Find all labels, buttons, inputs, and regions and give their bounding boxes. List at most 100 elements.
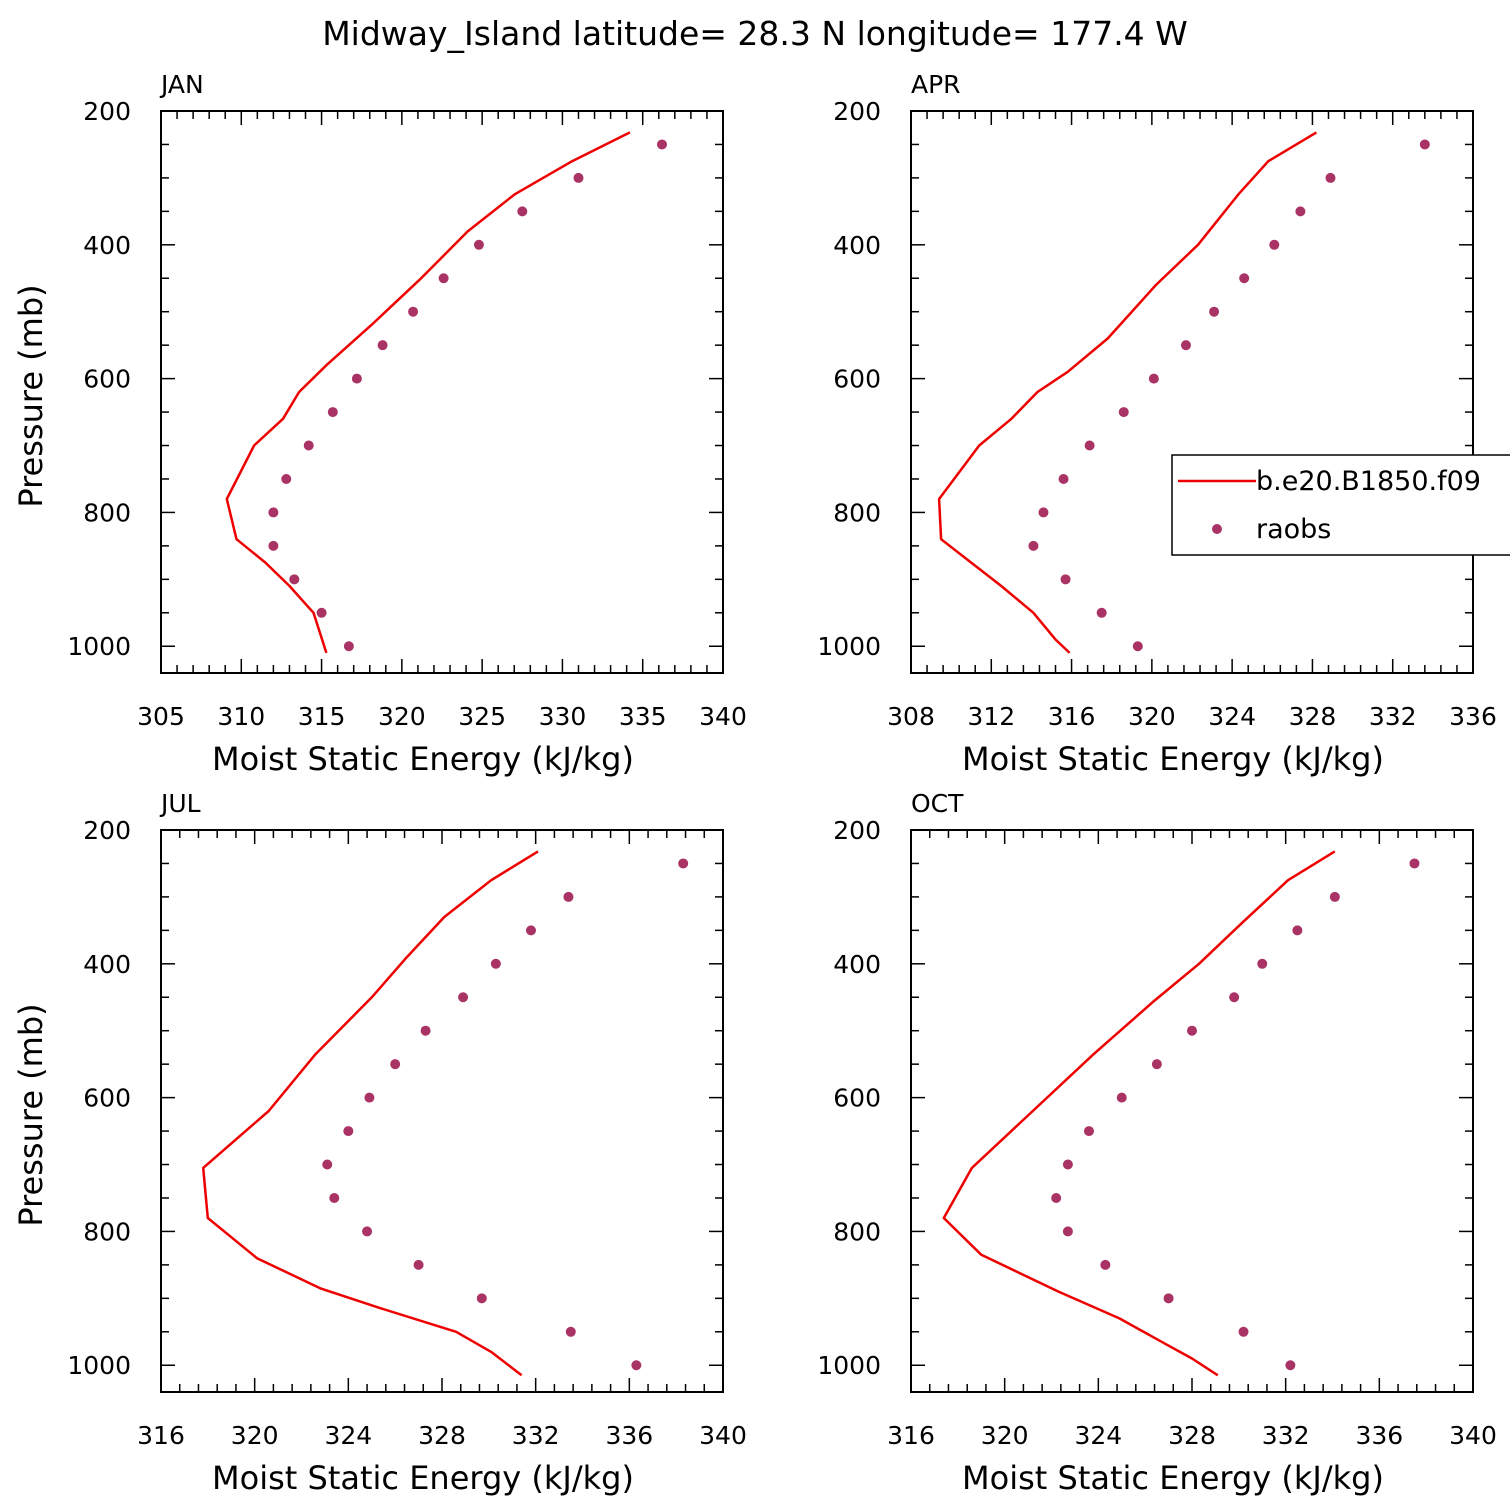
obs-point <box>490 958 501 969</box>
panel-jan: JAN 305 310 315 320 325 330 335 340 200 400 600 800 1… <box>12 70 747 778</box>
x-tick-label: 305 <box>137 702 185 731</box>
panel-label: APR <box>911 70 961 99</box>
obs-point <box>1100 1259 1111 1270</box>
obs-point <box>563 891 574 902</box>
obs-point <box>1187 1025 1197 1036</box>
obs-point <box>1292 925 1303 936</box>
y-tick-label: 400 <box>83 950 131 979</box>
x-tick-label: 332 <box>1262 1421 1310 1450</box>
obs-point <box>1051 1192 1062 1203</box>
legend-obs-swatch <box>1212 524 1222 534</box>
y-tick-label: 200 <box>83 816 131 845</box>
obs-point <box>517 206 528 217</box>
y-tick-label: 400 <box>833 231 881 260</box>
obs-point <box>364 1092 375 1103</box>
plot-frame <box>910 110 1474 674</box>
obs-point <box>631 1360 642 1371</box>
obs-point <box>390 1059 401 1070</box>
x-tick-label: 316 <box>137 1421 185 1450</box>
x-axis-label: Moist Static Energy (kJ/kg) <box>962 1459 1384 1497</box>
figure-title: Midway_Island latitude= 28.3 N longitude… <box>322 14 1188 53</box>
obs-point <box>420 1025 431 1036</box>
y-tick-label: 200 <box>833 97 881 126</box>
x-tick-label: 320 <box>1128 702 1176 731</box>
obs-point <box>1295 206 1306 217</box>
y-tick-label: 800 <box>83 1217 131 1246</box>
y-tick-label: 1000 <box>67 1351 131 1380</box>
obs-point <box>281 473 292 484</box>
x-tick-label: 320 <box>981 1421 1029 1450</box>
legend-model-label: b.e20.B1850.f09 <box>1256 466 1481 497</box>
plot-frame <box>160 110 724 674</box>
x-tick-label: 336 <box>1355 1421 1403 1450</box>
obs-point <box>476 1293 487 1304</box>
plot-frame <box>160 829 724 1393</box>
obs-point <box>1209 306 1220 317</box>
y-axis-label: Pressure (mb) <box>12 284 50 507</box>
obs-point <box>408 306 419 317</box>
x-tick-label: 324 <box>1074 1421 1122 1450</box>
y-tick-label: 1000 <box>817 632 881 661</box>
obs-point <box>268 540 279 551</box>
legend-box <box>1171 454 1510 556</box>
obs-point <box>1285 1360 1296 1371</box>
obs-point <box>1229 992 1240 1003</box>
obs-point <box>525 925 536 936</box>
x-axis-label: Moist Static Energy (kJ/kg) <box>962 740 1384 778</box>
obs-point <box>362 1226 373 1237</box>
obs-point <box>343 1126 354 1137</box>
y-tick-label: 600 <box>83 365 131 394</box>
plot-frame <box>910 829 1474 1393</box>
obs-point <box>1118 407 1129 418</box>
obs-point <box>1083 1126 1094 1137</box>
obs-point <box>322 1159 333 1170</box>
x-tick-label: 316 <box>887 1421 935 1450</box>
obs-point <box>573 172 584 183</box>
panel-apr: APR 308 312 316 320 324 328 332 336 200 400 600 800 1… <box>817 70 1496 778</box>
obs-point <box>343 641 354 652</box>
y-tick-label: 600 <box>83 1084 131 1113</box>
obs-point <box>1058 473 1069 484</box>
x-tick-label: 340 <box>1449 1421 1497 1450</box>
x-tick-label: 335 <box>619 702 667 731</box>
obs-point <box>1038 507 1049 518</box>
y-tick-label: 200 <box>833 816 881 845</box>
obs-point <box>1325 172 1336 183</box>
model-line <box>937 131 1318 654</box>
obs-point <box>438 273 449 284</box>
x-tick-label: 332 <box>512 1421 560 1450</box>
obs-point <box>1329 891 1340 902</box>
y-tick-label: 1000 <box>67 632 131 661</box>
obs-point <box>1238 1326 1249 1337</box>
x-tick-label: 340 <box>699 702 747 731</box>
obs-point <box>458 992 469 1003</box>
x-tick-label: 324 <box>1208 702 1256 731</box>
x-tick-label: 320 <box>378 702 426 731</box>
panel-label: OCT <box>911 789 964 818</box>
y-tick-label: 800 <box>833 498 881 527</box>
y-tick-label: 800 <box>83 498 131 527</box>
obs-point <box>1132 641 1143 652</box>
model-line <box>225 131 631 654</box>
obs-point <box>656 139 667 150</box>
y-tick-label: 1000 <box>817 1351 881 1380</box>
obs-point <box>1409 858 1420 869</box>
obs-point <box>1084 440 1095 451</box>
model-line <box>201 850 539 1377</box>
obs-point <box>1257 958 1268 969</box>
x-tick-label: 340 <box>699 1421 747 1450</box>
panel-label: JUL <box>159 789 201 818</box>
x-tick-label: 315 <box>298 702 346 731</box>
obs-point <box>268 507 279 518</box>
obs-point <box>565 1326 576 1337</box>
x-tick-label: 332 <box>1369 702 1417 731</box>
obs-point <box>289 574 300 585</box>
x-tick-label: 310 <box>217 702 265 731</box>
panel-jul: JUL 316 320 324 328 332 336 340 200 400 600 800 1000… <box>12 789 747 1497</box>
x-tick-label: 328 <box>1168 1421 1216 1450</box>
legend: b.e20.B1850.f09 raobs <box>1171 454 1510 556</box>
x-tick-label: 312 <box>967 702 1015 731</box>
x-tick-label: 336 <box>1449 702 1497 731</box>
y-tick-label: 600 <box>833 365 881 394</box>
